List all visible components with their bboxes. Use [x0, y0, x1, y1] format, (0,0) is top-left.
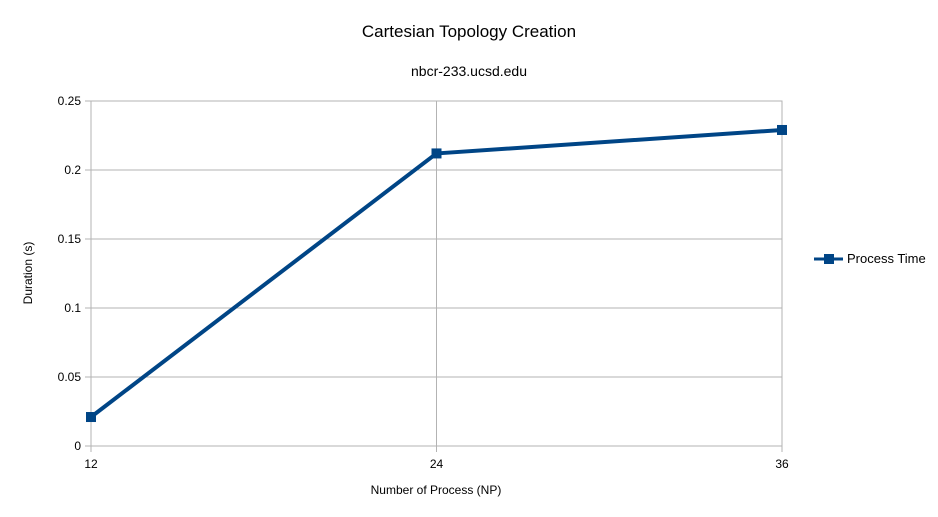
y-axis-label: Duration (s)	[21, 242, 35, 305]
y-tick-label: 0.1	[64, 301, 81, 315]
y-tick-label: 0.05	[58, 370, 82, 384]
y-tick-label: 0.25	[58, 94, 82, 108]
legend-marker-swatch	[824, 254, 834, 264]
y-tick-label: 0.15	[58, 232, 82, 246]
x-tick-label: 36	[775, 457, 789, 471]
x-axis-label: Number of Process (NP)	[371, 483, 502, 497]
legend-label: Process Time	[847, 251, 926, 266]
x-axis-ticks: 12 24 36	[84, 446, 789, 471]
y-tick-label: 0.2	[64, 163, 81, 177]
y-axis-ticks: 0 0.05 0.1 0.15 0.2 0.25	[58, 94, 91, 453]
data-point	[777, 124, 787, 135]
data-point	[431, 148, 442, 159]
x-tick-label: 12	[84, 457, 98, 471]
y-tick-label: 0	[74, 439, 81, 453]
series-layer	[86, 124, 787, 423]
x-tick-label: 24	[430, 457, 444, 471]
chart-subtitle: nbcr-233.ucsd.edu	[411, 63, 527, 79]
chart-title: Cartesian Topology Creation	[362, 22, 576, 41]
data-point	[86, 412, 96, 423]
legend: Process Time	[814, 251, 926, 266]
